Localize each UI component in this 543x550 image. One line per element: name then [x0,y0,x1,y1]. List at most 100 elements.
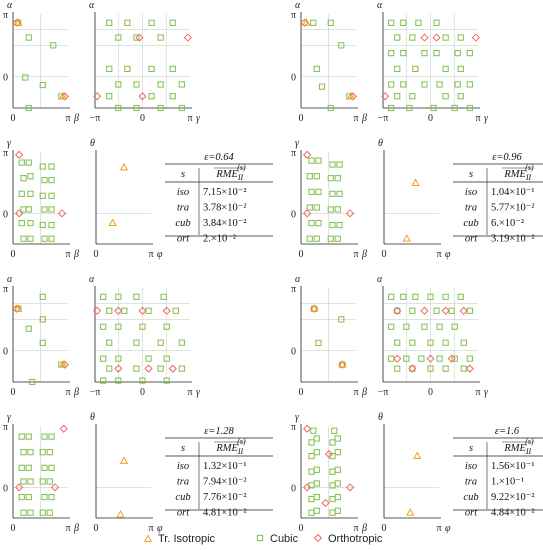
point-cubic [388,19,395,26]
point-orthotropic [59,424,68,433]
point-cubic [157,34,164,41]
y-axis-label: θ [90,138,95,149]
point-cubic [427,339,434,346]
point-orthotropic [303,150,312,159]
point-cubic [388,81,395,88]
point-cubic [27,190,34,197]
point-cubic [451,323,458,330]
point-tr-isotropic [119,456,129,464]
x-tick-label: 0 [11,523,16,534]
point-cubic [336,161,343,168]
point-orthotropic [426,354,435,363]
point-cubic [442,339,449,346]
point-cubic [39,192,46,199]
point-cubic [457,293,464,300]
table-row-label: tra [465,203,477,214]
point-cubic [306,173,313,180]
x-tick-label: π [353,523,358,534]
x-tick-label: π [65,249,70,260]
point-cubic [41,493,48,501]
point-cubic [454,50,461,57]
y-tick-label: π [3,148,8,159]
point-tr-isotropic [402,234,411,242]
point-cubic [163,323,170,330]
point-orthotropic [348,92,357,101]
point-tr-isotropic [338,359,347,368]
point-cubic [157,81,164,88]
x-tick-label: π [353,387,358,398]
point-orthotropic [432,33,441,42]
point-cubic [115,81,122,88]
table-header-s: s [469,169,473,180]
point-cubic [454,81,461,88]
point-cubic [46,449,53,456]
point-cubic [46,478,53,485]
legend: Tr. Isotropic Cubic Orthotropic [143,533,383,545]
point-cubic [39,509,46,516]
point-cubic [115,104,122,112]
point-orthotropic [114,364,123,373]
point-cubic [327,19,334,26]
point-orthotropic [303,483,312,492]
point-cubic [421,323,428,330]
point-cubic [466,104,473,112]
rme-table-1: ε=0.64 s RMEII(s) iso 7.15×10⁻² tra 3.78×10⁻² c… [165,152,273,245]
point-cubic [39,478,46,485]
point-cubic [25,325,32,332]
point-cubic [308,468,315,475]
point-cubic [406,104,413,112]
y-axis-label: α [295,274,301,285]
point-cubic [18,493,25,501]
point-cubic [39,221,46,229]
point-orthotropic [168,364,177,373]
y-tick-label: 0 [3,73,8,84]
point-cubic [148,65,155,72]
point-orthotropic [465,364,474,373]
point-cubic [313,480,320,487]
point-cubic [308,452,315,460]
point-cubic [409,365,416,372]
table-row-value: 6.×10⁻² [491,218,524,229]
point-cubic [48,235,55,242]
y-axis-label: α [7,0,13,11]
point-cubic [306,204,313,211]
point-cubic [133,34,140,41]
point-cubic [25,104,32,112]
x-tick-label: π [353,113,358,124]
point-tr-isotropic [14,304,23,312]
x-axis-label: φ [157,523,163,534]
point-cubic [308,219,315,227]
table-row-label: ort [177,234,190,245]
point-cubic [157,365,164,372]
point-orthotropic [144,364,153,373]
y-tick-label: π [291,422,296,433]
panel-alpha-gamma-3: −π 0 π α γ [89,274,201,398]
point-cubic [18,464,25,471]
point-cubic [157,339,164,346]
point-cubic [403,355,410,362]
table-row-label: cub [175,492,190,503]
x-tick-label: −π [378,387,389,398]
point-cubic [388,355,395,362]
point-cubic [39,81,46,89]
x-tick-label: π [436,523,441,534]
point-cubic [388,50,395,57]
x-tick-label: −π [378,113,389,124]
table-row-value: 4.84×10⁻² [491,508,535,519]
point-tr-isotropic [116,510,125,518]
point-cubic [48,192,55,199]
table-row-label: cub [175,218,190,229]
point-cubic [178,81,185,88]
point-cubic [412,65,419,72]
point-cubic [145,307,152,314]
point-cubic [306,235,313,242]
point-cubic [334,175,341,182]
x-axis-label: φ [157,249,163,260]
point-cubic [163,377,170,384]
x-tick-label: 0 [11,387,16,398]
point-cubic [409,93,416,100]
point-cubic [115,34,122,41]
point-cubic [133,293,140,300]
point-cubic [318,83,326,90]
point-orthotropic [345,483,355,492]
